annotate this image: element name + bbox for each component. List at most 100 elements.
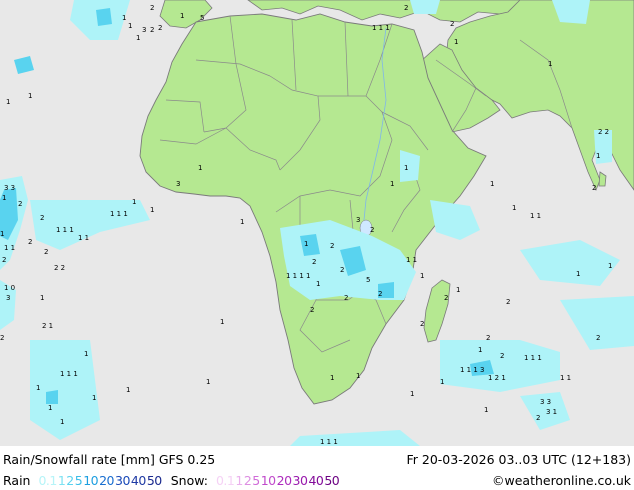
svg-text:1: 1 — [304, 240, 308, 248]
svg-text:1: 1 — [84, 350, 88, 358]
footer-row-title: Rain/Snowfall rate [mm] GFS 0.25 Fr 20-0… — [3, 452, 631, 468]
rain-value-10: 10 — [83, 473, 99, 488]
rain-value-5: 5 — [74, 473, 83, 488]
snow-value-30: 30 — [292, 473, 308, 488]
svg-text:2: 2 — [18, 200, 22, 208]
footer-row-legend: Rain 0.11251020304050 Snow: 0.1125102030… — [3, 473, 631, 489]
rain-legend-values: 0.11251020304050 — [38, 473, 162, 488]
svg-text:1: 1 — [150, 206, 154, 214]
svg-text:1: 1 — [490, 180, 494, 188]
svg-text:1 1 1: 1 1 1 — [524, 354, 542, 362]
svg-text:1: 1 — [330, 374, 334, 382]
svg-text:2: 2 — [596, 334, 600, 342]
svg-text:2 2: 2 2 — [598, 128, 609, 136]
svg-text:2: 2 — [310, 306, 314, 314]
svg-text:3 1: 3 1 — [546, 408, 557, 416]
svg-text:1: 1 — [220, 318, 224, 326]
svg-text:1: 1 — [420, 272, 424, 280]
snow-legend-label: Snow: — [170, 473, 208, 488]
credit-link[interactable]: ©weatheronline.co.uk — [492, 473, 631, 488]
rain-value-30: 30 — [115, 473, 130, 488]
snow-value-2: 2 — [243, 473, 252, 488]
map-title: Rain/Snowfall rate [mm] GFS 0.25 — [3, 452, 216, 467]
svg-text:2: 2 — [158, 24, 162, 32]
svg-text:1: 1 — [198, 164, 202, 172]
snow-value-5: 5 — [252, 473, 260, 488]
svg-text:1: 1 — [596, 152, 600, 160]
rain-value-20: 20 — [99, 473, 115, 488]
svg-text:1: 1 — [404, 164, 408, 172]
svg-text:1: 1 — [356, 372, 360, 380]
snow-value-50: 50 — [324, 473, 340, 488]
svg-text:1: 1 — [122, 14, 126, 22]
svg-text:1 1 1 3: 1 1 1 3 — [460, 366, 485, 374]
svg-text:1: 1 — [390, 180, 394, 188]
snow-value-0.1: 0.1 — [215, 473, 235, 488]
svg-text:2: 2 — [312, 258, 316, 266]
svg-text:2: 2 — [150, 26, 154, 34]
svg-text:2: 2 — [536, 414, 540, 422]
svg-text:2: 2 — [370, 226, 374, 234]
svg-text:1 0: 1 0 — [4, 284, 15, 292]
svg-text:1: 1 — [0, 230, 4, 238]
svg-text:1: 1 — [60, 418, 64, 426]
svg-text:1: 1 — [478, 346, 482, 354]
svg-text:2: 2 — [506, 298, 510, 306]
svg-text:2: 2 — [330, 242, 334, 250]
svg-text:1: 1 — [48, 404, 52, 412]
svg-text:2 1: 2 1 — [42, 322, 53, 330]
rain-value-1: 1 — [57, 473, 66, 488]
svg-text:1: 1 — [512, 204, 516, 212]
precip-legend: Rain 0.11251020304050 Snow: 0.1125102030… — [3, 473, 344, 488]
rain-value-40: 40 — [130, 473, 146, 488]
svg-text:1 1 1: 1 1 1 — [56, 226, 74, 234]
svg-text:1: 1 — [240, 218, 244, 226]
land-europe — [159, 0, 213, 29]
svg-text:1: 1 — [180, 12, 184, 20]
svg-text:1: 1 — [128, 22, 132, 30]
svg-text:1: 1 — [454, 38, 458, 46]
rain-value-0.1: 0.1 — [38, 473, 57, 488]
svg-text:1: 1 — [126, 386, 130, 394]
rain-value-50: 50 — [146, 473, 162, 488]
svg-text:1 1 1: 1 1 1 — [110, 210, 128, 218]
svg-text:2: 2 — [592, 184, 596, 192]
svg-text:2: 2 — [500, 352, 504, 360]
svg-text:2: 2 — [450, 20, 454, 28]
svg-text:1 1 1 1: 1 1 1 1 — [286, 272, 311, 280]
svg-text:3: 3 — [356, 216, 360, 224]
svg-text:1 1: 1 1 — [4, 244, 15, 252]
svg-text:3: 3 — [176, 180, 180, 188]
svg-text:3: 3 — [142, 26, 146, 34]
svg-text:3: 3 — [6, 294, 10, 302]
svg-text:5: 5 — [366, 276, 370, 284]
forecast-time: Fr 20-03-2026 03..03 UTC (12+183) — [406, 452, 632, 467]
svg-text:1 2 1: 1 2 1 — [488, 374, 506, 382]
svg-text:1: 1 — [92, 394, 96, 402]
svg-text:5: 5 — [200, 14, 204, 22]
svg-text:2: 2 — [444, 294, 448, 302]
svg-text:1: 1 — [576, 270, 580, 278]
svg-text:2: 2 — [404, 4, 408, 12]
svg-text:3 3: 3 3 — [540, 398, 551, 406]
svg-text:1 1: 1 1 — [406, 256, 417, 264]
svg-text:2: 2 — [2, 256, 6, 264]
svg-text:1: 1 — [2, 194, 6, 202]
svg-text:1: 1 — [440, 378, 444, 386]
svg-text:2: 2 — [344, 294, 348, 302]
svg-text:1 1: 1 1 — [78, 234, 89, 242]
svg-text:2: 2 — [378, 290, 382, 298]
svg-text:2: 2 — [486, 334, 490, 342]
land-sri-lanka — [598, 171, 607, 187]
snow-value-20: 20 — [276, 473, 292, 488]
rain-value-2: 2 — [66, 473, 74, 488]
svg-text:2: 2 — [420, 320, 424, 328]
svg-text:1: 1 — [456, 286, 460, 294]
snow-value-40: 40 — [308, 473, 324, 488]
river-nile — [363, 27, 387, 221]
svg-text:2: 2 — [340, 266, 344, 274]
svg-text:2 2: 2 2 — [54, 264, 65, 272]
snow-value-1: 1 — [235, 473, 243, 488]
svg-text:1: 1 — [40, 294, 44, 302]
